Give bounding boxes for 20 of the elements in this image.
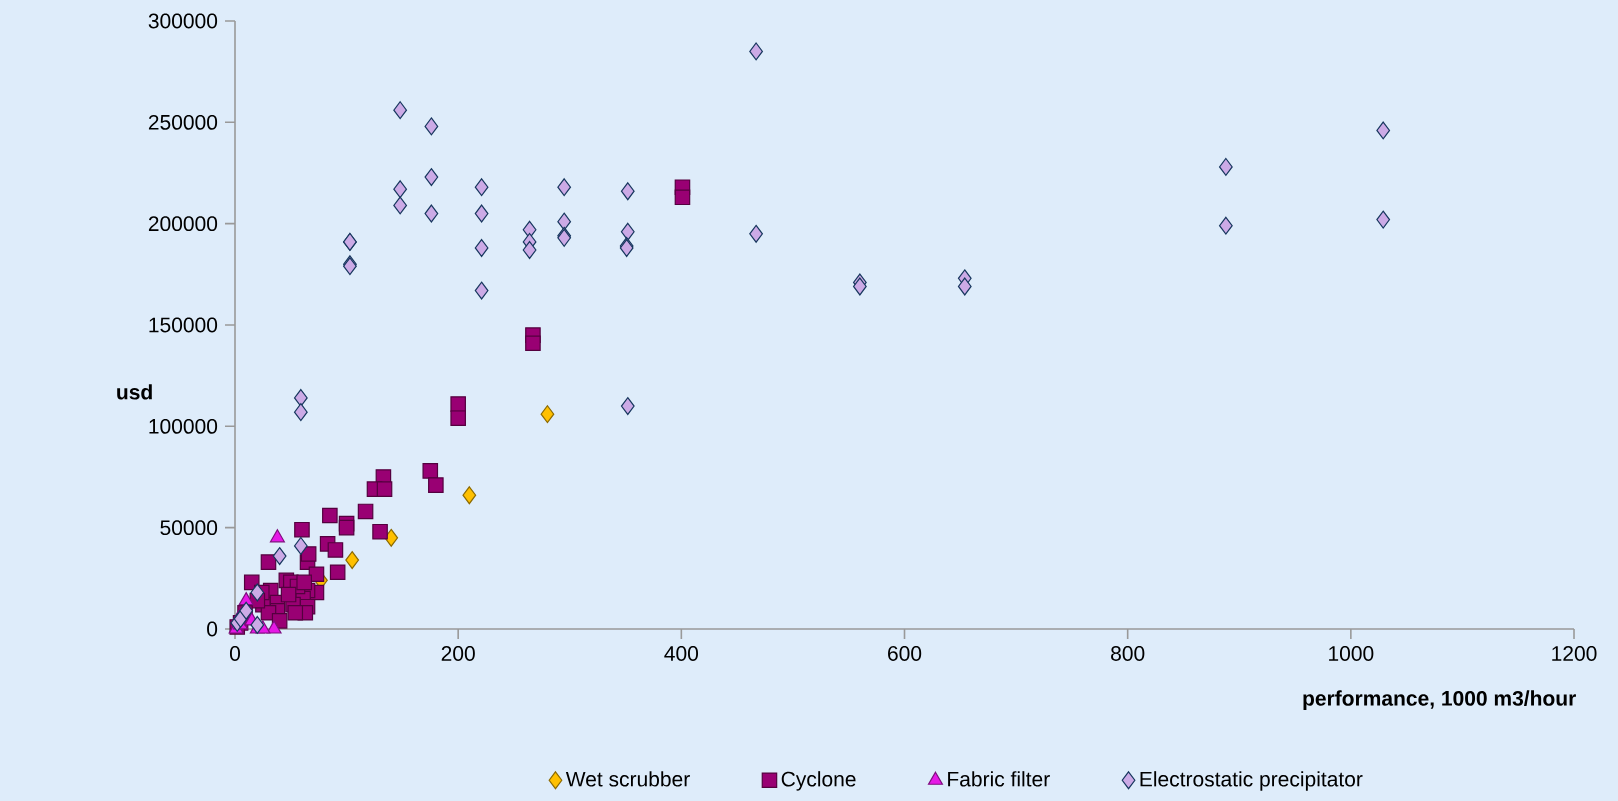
y-tick-label: 250000 — [148, 114, 218, 130]
legend-label: Cyclone — [781, 771, 856, 791]
x-tick-label: 600 — [888, 646, 922, 661]
y-tick-label: 0 — [207, 621, 218, 637]
legend-label: Wet scrubber — [565, 771, 690, 787]
legend-label: Electrostatic precipitator — [1140, 771, 1363, 791]
x-tick-label: 1000 — [1329, 646, 1374, 661]
x-tick-label: 400 — [664, 646, 699, 661]
x-tick-label: 800 — [1111, 646, 1145, 661]
x-tick-label: 1200 — [1552, 646, 1597, 661]
y-tick-label: 150000 — [149, 317, 218, 333]
y-tick-label: 200000 — [148, 216, 218, 232]
x-tick-label: 200 — [441, 646, 475, 661]
y-tick-label: 50000 — [160, 520, 218, 536]
legend-label: Fabric filter — [948, 771, 1050, 787]
x-tick-label: 0 — [229, 646, 241, 661]
x-axis-title: performance, 1000 m3/hour — [1303, 690, 1576, 710]
y-tick-label: 300000 — [148, 13, 218, 29]
y-tick-label: 100000 — [149, 418, 218, 434]
y-axis-title: usd — [117, 384, 152, 400]
